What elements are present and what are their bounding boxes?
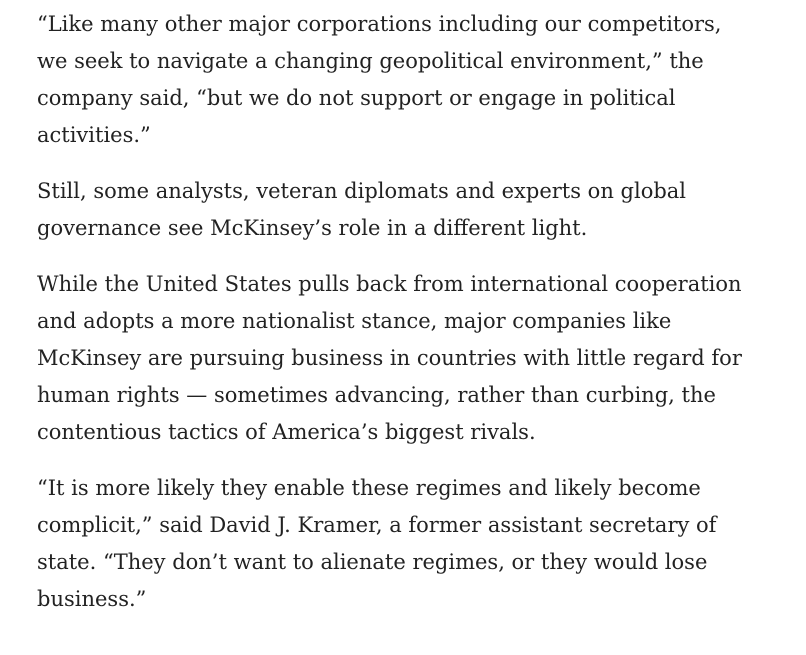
paragraph: While the United States pulls back from … xyxy=(37,266,806,451)
text-line: Still, some analysts, veteran diplomats … xyxy=(37,179,687,203)
paragraph: “It is more likely they enable these reg… xyxy=(37,470,806,618)
text-line: McKinsey are pursuing business in countr… xyxy=(37,346,742,370)
text-line: company said, “but we do not support or … xyxy=(37,86,676,110)
text-line: contentious tactics of America’s biggest… xyxy=(37,420,536,444)
text-line: “It is more likely they enable these reg… xyxy=(37,476,701,500)
text-line: governance see McKinsey’s role in a diff… xyxy=(37,216,588,240)
text-line: human rights — sometimes advancing, rath… xyxy=(37,383,716,407)
text-line: we seek to navigate a changing geopoliti… xyxy=(37,49,704,73)
text-line: business.” xyxy=(37,587,147,611)
text-line: activities.” xyxy=(37,123,151,147)
text-line: state. “They don’t want to alienate regi… xyxy=(37,550,708,574)
text-line: and adopts a more nationalist stance, ma… xyxy=(37,309,672,333)
text-line: While the United States pulls back from … xyxy=(37,272,742,296)
paragraph: Still, some analysts, veteran diplomats … xyxy=(37,173,806,247)
text-line: “Like many other major corporations incl… xyxy=(37,12,722,36)
paragraph: “Like many other major corporations incl… xyxy=(37,6,806,154)
text-line: complicit,” said David J. Kramer, a form… xyxy=(37,513,717,537)
article: “Like many other major corporations incl… xyxy=(37,6,806,618)
